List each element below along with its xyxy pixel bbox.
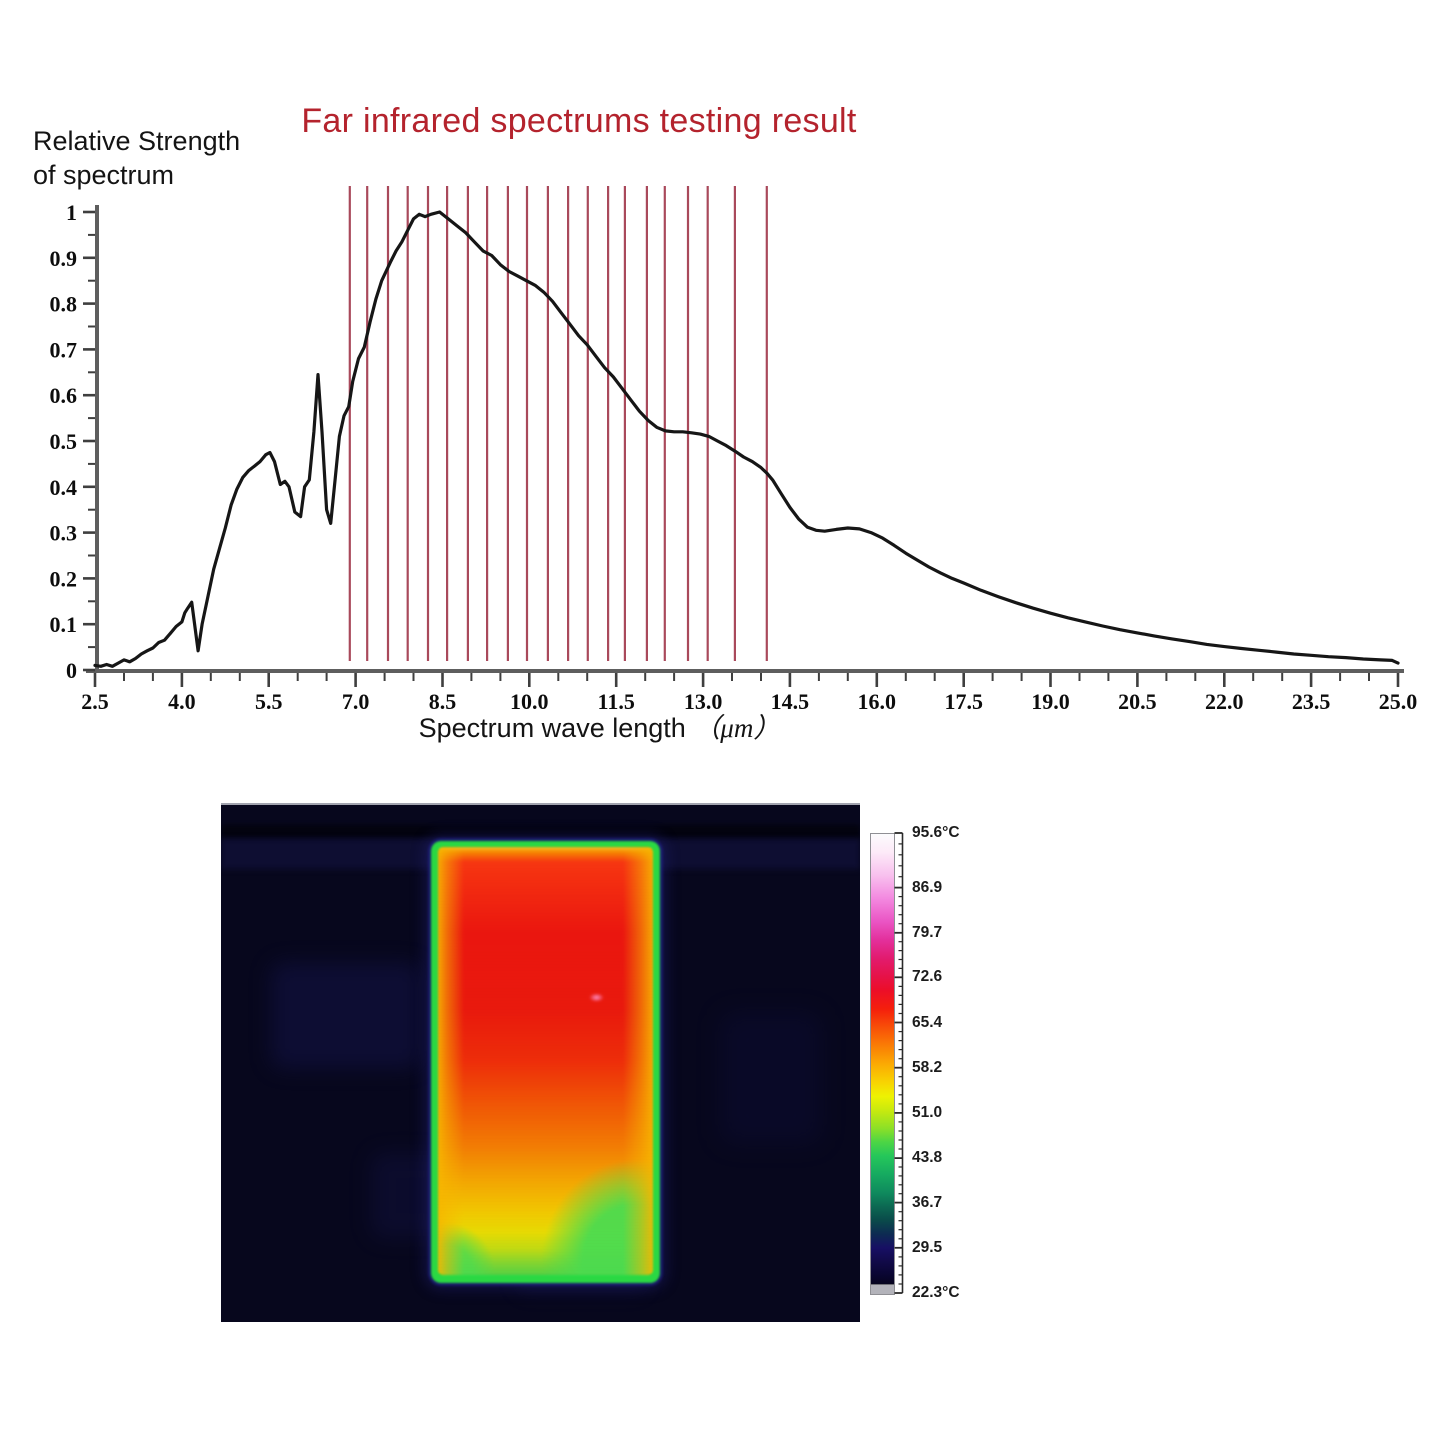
y-axis-tick-label: 0.9 [50,246,78,271]
colorbar-tick-label: 51.0 [912,1103,943,1121]
x-axis-tick-label: 2.5 [81,689,109,714]
y-axis-title-line2: of spectrum [33,160,175,190]
x-axis-tick-label: 4.0 [168,689,196,714]
colorbar-tick-label: 95.6°C [912,824,960,841]
x-axis-tick-label: 5.5 [255,689,283,714]
y-axis-tick-label: 1 [66,200,77,225]
y-axis-title-line1: Relative Strength [33,126,241,156]
colorbar-tick-label: 22.3°C [912,1284,960,1301]
colorbar-tick-rail [894,832,904,1294]
temperature-colorbar [870,833,895,1295]
x-axis-tick-label: 17.5 [944,689,983,714]
y-axis-tick-label: 0.4 [50,475,78,500]
x-axis-tick-label: 14.5 [771,689,810,714]
colorbar-tick-label: 65.4 [912,1013,943,1031]
thermal-scanlines [438,847,653,1275]
spectrum-plot: 2.5 4.0 5.5 7.0 8.5 10.0 11.5 13.0 14.5 16.0 17.5 1… [50,186,1418,714]
thermal-background-patch [271,963,421,1068]
x-axis-tick-label: 13.0 [684,689,723,714]
colorbar-tick-label: 43.8 [912,1149,943,1167]
y-axis-tick-label: 0.8 [50,292,78,317]
y-axis-tick-label: 0.5 [50,429,78,454]
x-axis-tick-label: 22.0 [1205,689,1244,714]
x-axis-title: Spectrum wave length （μm） [377,706,822,745]
hot-spot [588,992,604,1002]
x-axis-tick-label: 7.0 [342,689,370,714]
y-axis-tick-label: 0.7 [50,337,78,362]
y-axis-tick-label: 0.2 [50,566,78,591]
y-axis-tick-label: 0 [66,658,77,683]
x-axis-tick-label: 11.5 [598,689,635,714]
thermal-image [221,803,860,1322]
thermal-background-patch [721,1013,821,1143]
thermal-top-edge [221,803,860,805]
y-axis-tick-label: 0.1 [50,612,78,637]
spectrum-curve [93,210,1400,668]
colorbar-bottom-tab [871,1284,894,1294]
colorbar-labels: 95.6°C 86.9 79.7 72.6 65.4 58.2 51.0 43.8 36.7 29… [912,824,1002,1301]
colorbar-tick-label: 36.7 [912,1193,943,1211]
colorbar-tick-label: 79.7 [912,923,943,941]
colorbar-tick-label: 29.5 [912,1238,943,1256]
x-axis-tick-label: 19.0 [1031,689,1070,714]
heated-panel [431,841,660,1283]
x-axis-tick-label: 23.5 [1292,689,1331,714]
chart-title: Far infrared spectrums testing result [301,102,857,140]
y-axis-title: Relative Strength of spectrum [33,124,240,192]
x-axis-tick-label: 8.5 [429,689,457,714]
x-axis-tick-label: 20.5 [1118,689,1157,714]
x-axis-tick-label: 10.0 [510,689,549,714]
thermal-mount-rail [221,825,860,838]
colorbar-tick-label: 86.9 [912,878,943,896]
x-axis-unit: （μm） [693,713,781,743]
x-axis-tick-label: 25.0 [1379,689,1418,714]
heated-panel-core [438,847,653,1275]
colorbar-tick-label: 58.2 [912,1058,943,1076]
colorbar-tick-label: 72.6 [912,968,943,986]
x-axis-title-text: Spectrum wave length [418,713,686,743]
y-axis-tick-label: 0.6 [50,383,78,408]
y-axis-tick-label: 0.3 [50,521,78,546]
x-axis-tick-label: 16.0 [858,689,897,714]
